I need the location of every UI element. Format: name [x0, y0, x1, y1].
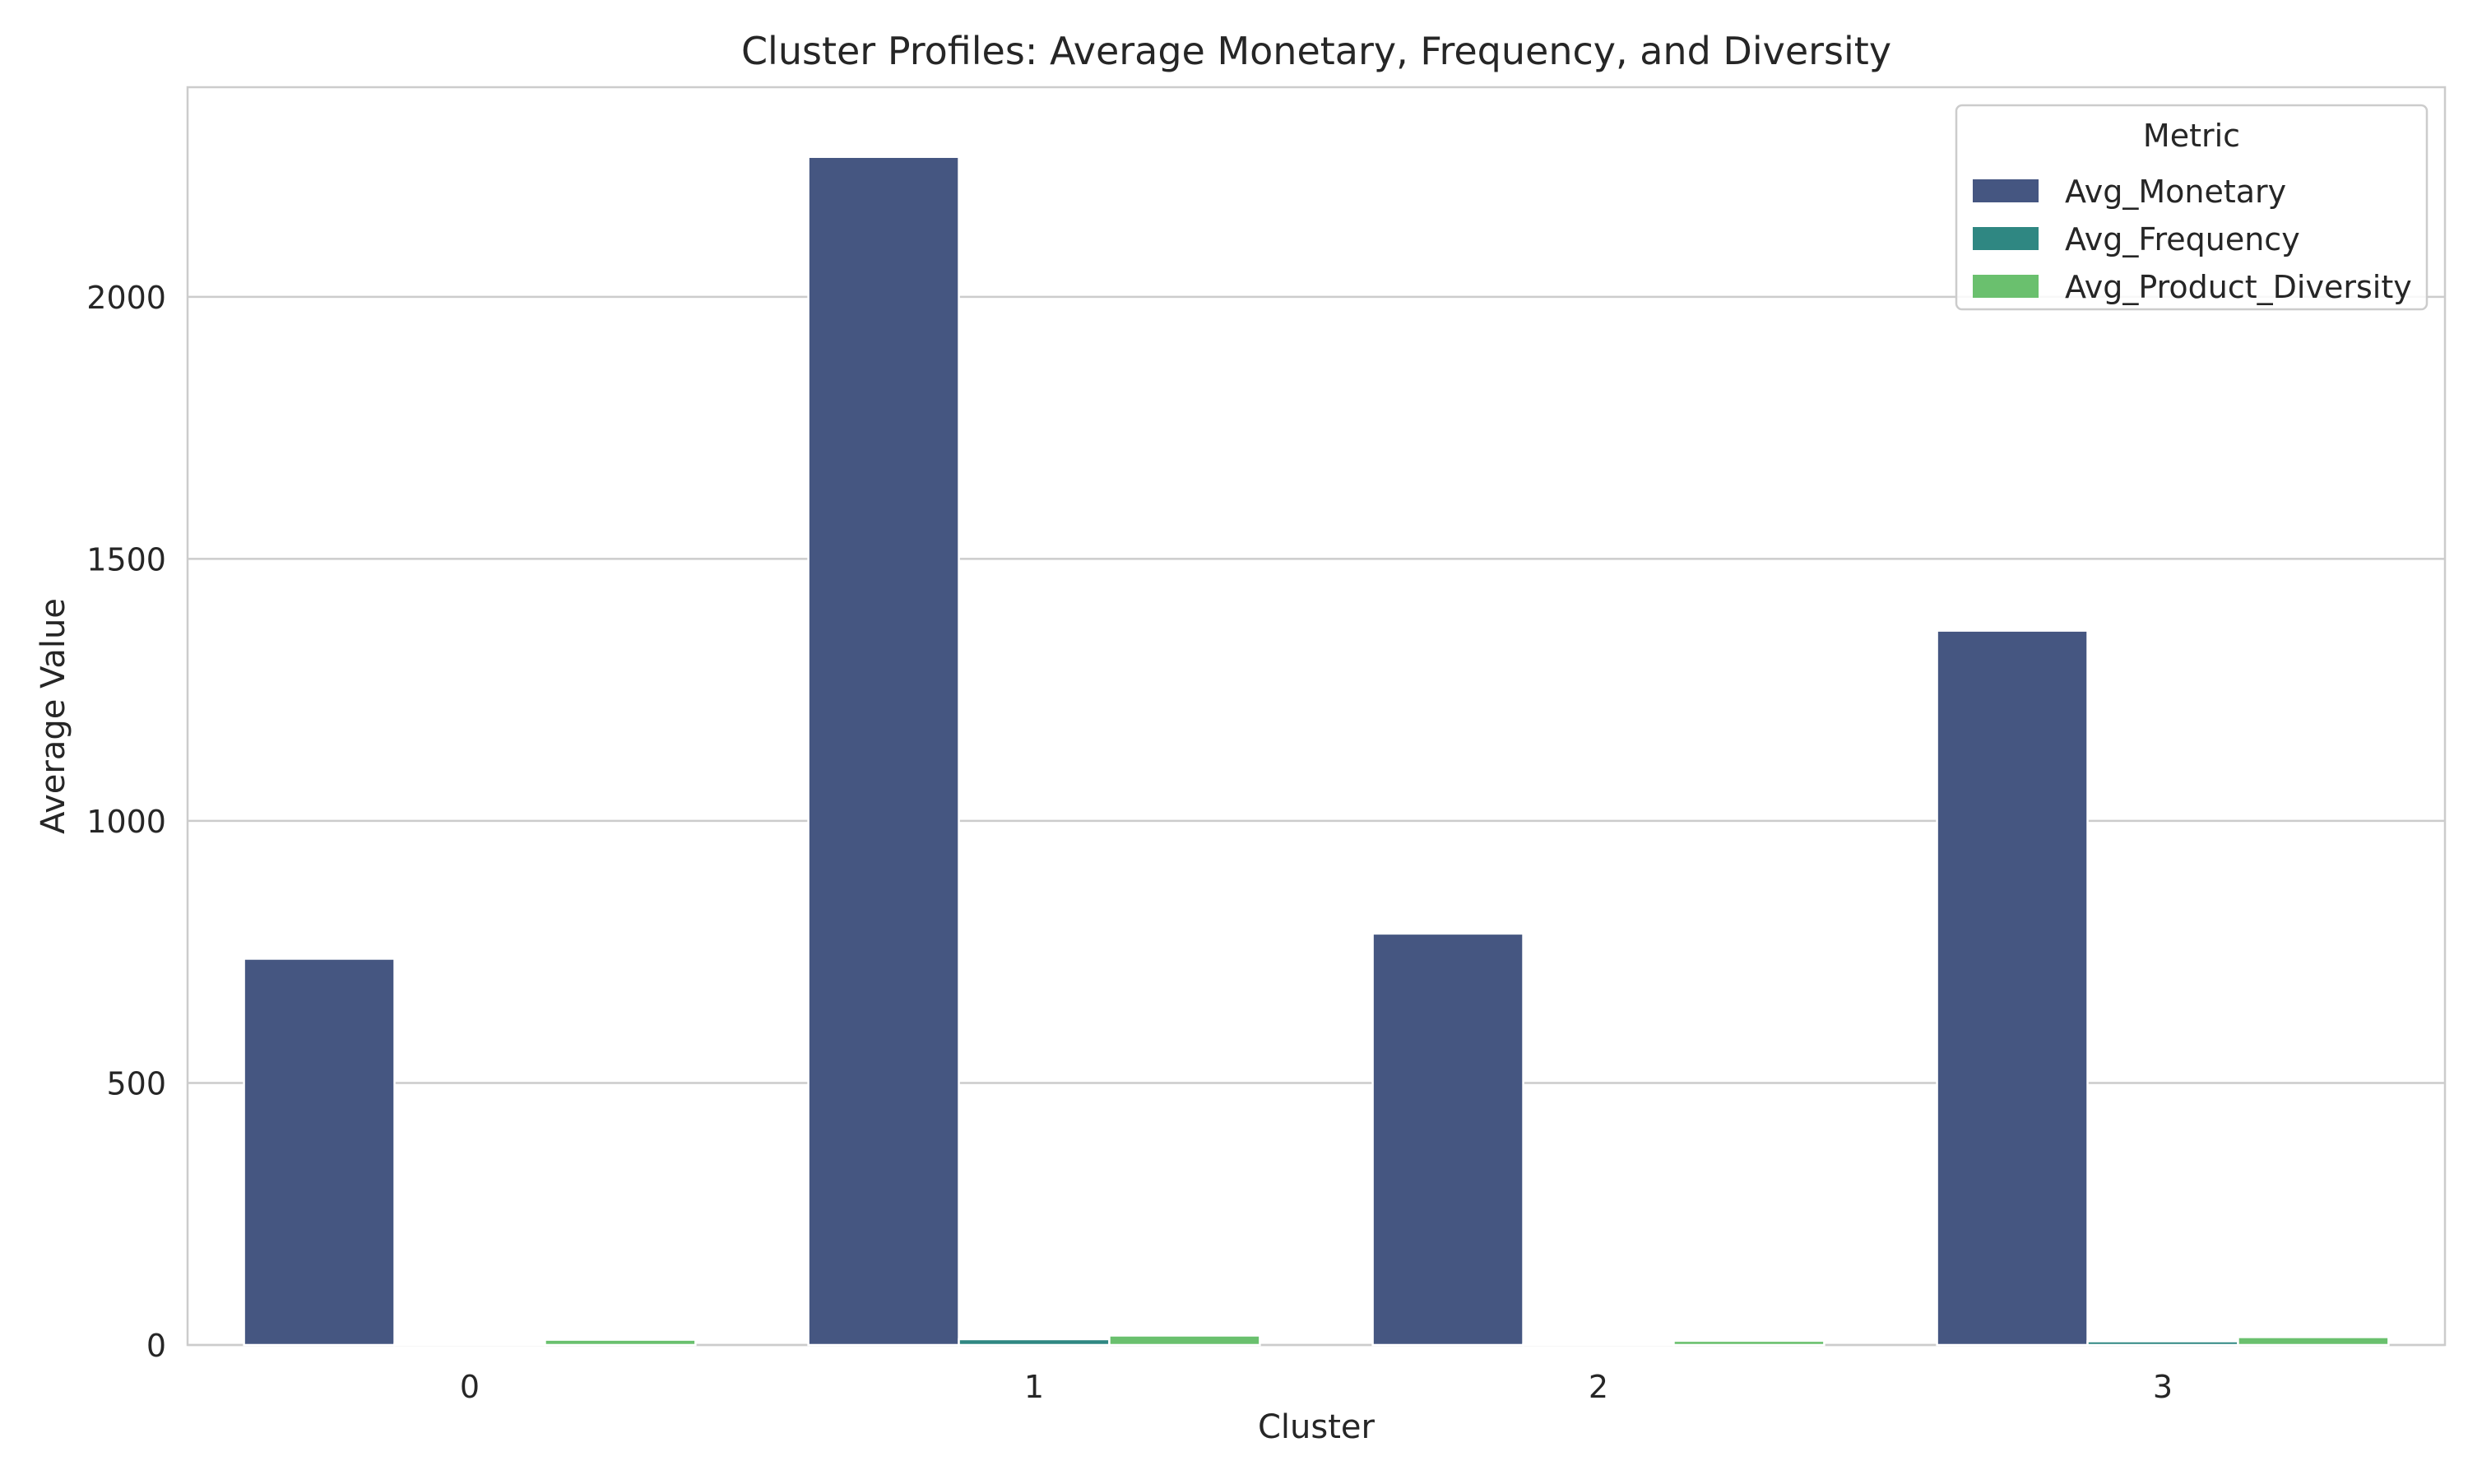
legend-swatch-avg-frequency: [1973, 227, 2039, 250]
legend-title: Metric: [2143, 118, 2240, 154]
y-tick-labels: 0 500 1000 1500 2000: [86, 280, 166, 1364]
legend: Metric Avg_Monetary Avg_Frequency Avg_Prod…: [1955, 104, 2429, 311]
x-tick-label: 2: [1589, 1369, 1608, 1405]
legend-label: Avg_Product_Diversity: [2065, 269, 2412, 305]
y-tick-label: 2000: [86, 280, 166, 316]
bar-avg-monetary-cluster-2: [1371, 932, 1524, 1347]
x-tick-label: 1: [1024, 1369, 1044, 1405]
bar-avg-frequency-cluster-2: [1522, 1343, 1675, 1347]
y-axis-label: Average Value: [35, 598, 72, 834]
y-tick-label: 1000: [86, 804, 166, 840]
y-tick-label: 0: [146, 1328, 166, 1364]
x-axis-label: Cluster: [1258, 1408, 1375, 1446]
bars: [243, 155, 2390, 1347]
y-tick-label: 500: [106, 1065, 166, 1101]
bar-avg-frequency-cluster-3: [2086, 1340, 2239, 1347]
legend-swatch-avg-monetary: [1973, 179, 2039, 202]
x-tick-label: 3: [2153, 1369, 2173, 1405]
chart-title: Cluster Profiles: Average Monetary, Freq…: [741, 29, 1891, 73]
bar-avg-frequency-cluster-1: [958, 1338, 1111, 1347]
bar-avg-product-diversity-cluster-2: [1672, 1339, 1825, 1347]
legend-box: [1955, 104, 2429, 311]
x-tick-labels: 0 1 2 3: [460, 1369, 2173, 1405]
bar-avg-product-diversity-cluster-1: [1108, 1334, 1261, 1347]
bar-avg-monetary-cluster-3: [1936, 629, 2089, 1347]
legend-swatch-avg-product-diversity: [1973, 275, 2039, 298]
legend-label: Avg_Frequency: [2065, 221, 2300, 257]
bar-avg-product-diversity-cluster-0: [544, 1338, 697, 1347]
bar-avg-product-diversity-cluster-3: [2237, 1336, 2390, 1347]
bar-avg-monetary-cluster-0: [243, 958, 396, 1347]
bar-avg-monetary-cluster-1: [807, 155, 960, 1347]
x-tick-label: 0: [460, 1369, 480, 1405]
y-tick-label: 1500: [86, 541, 166, 577]
bar-avg-frequency-cluster-0: [393, 1343, 546, 1347]
legend-items: Avg_Monetary Avg_Frequency Avg_Product_Div…: [1973, 174, 2412, 305]
plot-frame: [186, 86, 2447, 1347]
legend-label: Avg_Monetary: [2065, 174, 2286, 210]
